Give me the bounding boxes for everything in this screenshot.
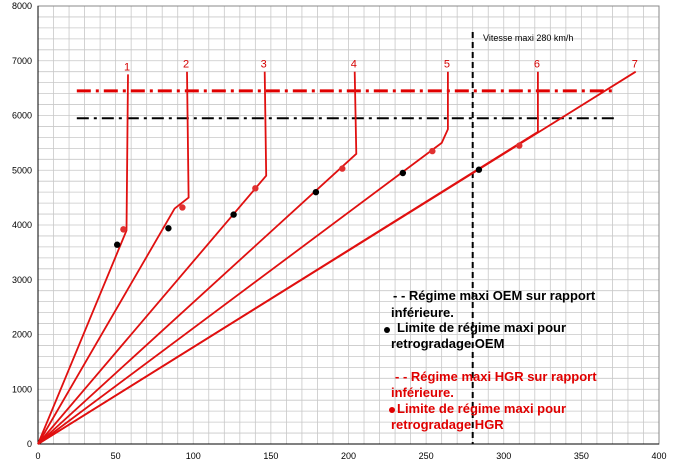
oem-limit-dot: [312, 188, 320, 196]
y-tick-label: 0: [27, 439, 32, 449]
hgr-limit-dot: [120, 226, 127, 233]
x-tick-label: 50: [111, 451, 121, 461]
x-tick-label: 150: [263, 451, 278, 461]
x-tick-labels: 0 50 100 150 200 250 300 350 400: [35, 451, 666, 461]
gear-label-2: 2: [183, 59, 189, 71]
x-tick-label: 0: [35, 451, 40, 461]
y-tick-label: 4000: [12, 220, 32, 230]
legend-oem-dot: [384, 327, 390, 333]
y-tick-label: 1000: [12, 384, 32, 394]
y-tick-label: 5000: [12, 165, 32, 175]
legend-hgr-limit-line-1: Limite de régime maxi pour: [397, 401, 566, 416]
hgr-limit-dot: [339, 165, 346, 172]
oem-limit-dot: [230, 211, 237, 218]
hgr-limit-dot: [516, 142, 523, 149]
legend-hgr-line-1: - - Régime maxi HGR sur rapport: [395, 369, 597, 384]
legend-oem-limit-line-2: retrogradage OEM: [391, 336, 504, 351]
series-line-3: [37, 71, 268, 445]
gear-labels: 1 2 3 4 5 6 7: [124, 59, 638, 74]
series-line-7: [37, 70, 637, 445]
gear-label-4: 4: [351, 59, 357, 71]
series-line-4: [37, 71, 358, 445]
series-line-5: [37, 71, 449, 445]
axes: [37, 5, 660, 445]
legend-hgr-limit-line-2: retrogradage HGR: [391, 417, 504, 432]
hgr-limit-dot: [179, 204, 186, 211]
hgr-limit-dot: [252, 185, 259, 192]
y-tick-label: 3000: [12, 275, 32, 285]
reference-lines: [76, 32, 616, 444]
legend-oem-line-1: - - Régime maxi OEM sur rapport: [393, 288, 596, 303]
legend-hgr-dot: [389, 407, 395, 413]
y-tick-labels: 0 1000 2000 3000 4000 5000 6000 7000 8000: [12, 1, 32, 449]
oem-limit-dot: [165, 225, 172, 232]
legend-oem-limit-line-1: Limite de régime maxi pour: [397, 320, 566, 335]
y-tick-label: 2000: [12, 330, 32, 340]
dots: [113, 142, 523, 248]
y-tick-label: 8000: [12, 1, 32, 11]
hgr-limit-dot: [429, 147, 436, 155]
vertical-line-label: Vitesse maxi 280 km/h: [483, 33, 573, 43]
x-tick-label: 400: [651, 451, 666, 461]
series-line-1: [37, 74, 129, 445]
oem-limit-dot: [399, 169, 407, 177]
oem-limit-dot: [113, 241, 121, 248]
series-line-2: [37, 71, 190, 445]
x-tick-label: 250: [419, 451, 434, 461]
legend-oem-line-2: inférieure.: [391, 305, 454, 320]
y-tick-label: 7000: [12, 56, 32, 66]
oem-limit-dot: [475, 166, 483, 173]
gear-label-3: 3: [261, 59, 267, 71]
gear-label-1: 1: [124, 61, 130, 73]
x-tick-label: 300: [496, 451, 511, 461]
x-tick-label: 350: [574, 451, 589, 461]
gear-label-7: 7: [632, 59, 638, 71]
x-tick-label: 100: [186, 451, 201, 461]
legend-hgr-line-2: inférieure.: [391, 385, 454, 400]
gear-label-6: 6: [534, 59, 540, 71]
gear-label-5: 5: [444, 59, 450, 71]
y-tick-label: 6000: [12, 111, 32, 121]
x-tick-label: 200: [341, 451, 356, 461]
legend: - - Régime maxi OEM sur rapport inférieu…: [384, 288, 597, 432]
series-lines: [37, 70, 637, 445]
